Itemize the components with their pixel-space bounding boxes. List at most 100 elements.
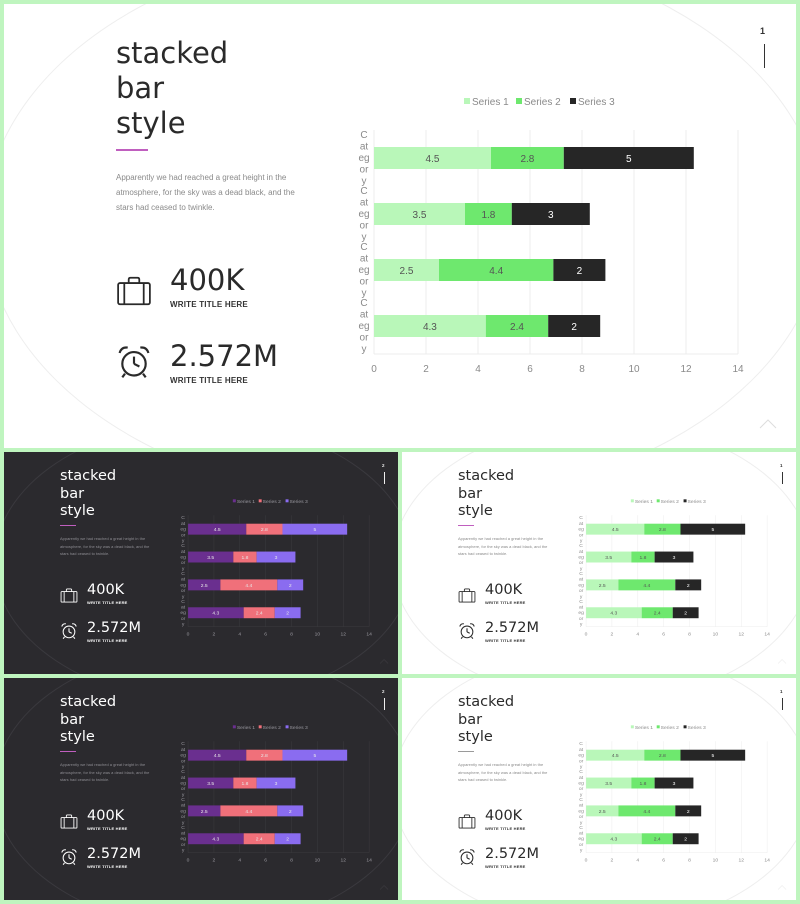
legend-label: Series 1: [635, 725, 653, 731]
legend-label: Series 3: [290, 725, 308, 731]
legend-swatch: [285, 499, 289, 503]
x-tick-label: 6: [662, 632, 665, 638]
bar-segment: [491, 147, 564, 169]
legend-label: Series 1: [635, 499, 653, 505]
bar-value-label: 3.5: [207, 781, 214, 787]
stat-value: 2.572M: [170, 339, 279, 373]
bar-segment: [631, 551, 655, 563]
bar-segment: [277, 805, 304, 817]
slide-5-thumbnail[interactable]: stacked bar style Apparently we had reach…: [402, 678, 796, 900]
description-paragraph: Apparently we had reached a great height…: [458, 536, 548, 556]
x-tick-label: 4: [238, 858, 241, 864]
slide-4-thumbnail[interactable]: stacked bar style Apparently we had reach…: [4, 678, 398, 900]
bar-segment: [243, 833, 275, 845]
bar-segment: [243, 607, 275, 619]
legend-swatch: [683, 725, 687, 729]
page-number: 2: [382, 463, 385, 468]
bar-value-label: 5: [626, 154, 632, 165]
page-number: 2: [382, 689, 385, 694]
alarm-clock-icon: [60, 848, 78, 866]
stat-label: WRITE TITLE HERE: [485, 638, 526, 643]
x-tick-label: 0: [187, 632, 190, 638]
bar-segment: [586, 749, 645, 761]
x-tick-label: 0: [585, 858, 588, 864]
page-indicator-bar: [782, 698, 783, 710]
slide-1-large[interactable]: stacked bar style Apparently we had reach…: [4, 4, 796, 448]
bar-segment: [246, 749, 283, 761]
bar-segment: [277, 579, 304, 591]
x-tick-label: 10: [315, 858, 321, 864]
bar-value-label: 2.8: [520, 154, 534, 165]
legend-label: Series 2: [263, 499, 281, 505]
bar-segment: [563, 147, 694, 169]
bar-value-label: 5: [711, 753, 714, 759]
description-paragraph: Apparently we had reached a great height…: [60, 536, 150, 556]
stacked-bar-chart: 0 2 4 6 8 10 12 14 Series 1 Series 2 Series 3 C at eg…: [578, 725, 787, 890]
x-tick-label: 2: [423, 364, 429, 375]
stat-label: WRITE TITLE HERE: [485, 864, 526, 869]
slide-2-thumbnail[interactable]: stacked bar style Apparently we had reach…: [4, 452, 398, 674]
x-tick-label: 12: [680, 364, 692, 375]
bar-value-label: 2: [577, 266, 583, 277]
legend-swatch: [232, 725, 236, 729]
title-accent-line: [458, 750, 474, 752]
legend-label: Series 3: [688, 725, 706, 731]
legend-swatch: [683, 499, 687, 503]
legend-swatch: [258, 725, 262, 729]
bar-segment: [274, 607, 301, 619]
slide-3-thumbnail[interactable]: stacked bar style Apparently we had reach…: [402, 452, 796, 674]
slide-title: stacked bar style: [458, 468, 515, 519]
bar-segment: [654, 551, 694, 563]
bar-value-label: 4.3: [610, 837, 617, 843]
stat-value: 2.572M: [485, 620, 540, 636]
bar-segment: [485, 315, 549, 337]
decorative-chevron-icon: [379, 885, 389, 890]
bar-segment: [586, 805, 619, 817]
legend-swatch: [630, 499, 634, 503]
bar-segment: [586, 607, 642, 619]
bar-value-label: 5: [711, 527, 714, 533]
bar-value-label: 4.5: [612, 753, 619, 759]
description-paragraph: Apparently we had reached a great height…: [458, 762, 548, 782]
legend-label: Series 2: [661, 499, 679, 505]
briefcase-icon: [458, 814, 476, 829]
x-tick-label: 14: [366, 632, 372, 638]
bar-value-label: 1.8: [481, 210, 495, 221]
bar-segment: [586, 579, 619, 591]
stat-label: WRITE TITLE HERE: [87, 826, 128, 831]
bar-segment: [586, 833, 642, 845]
bar-value-label: 5: [313, 527, 316, 533]
bar-segment: [586, 551, 632, 563]
slide-title: stacked bar style: [60, 468, 117, 519]
x-tick-label: 0: [585, 632, 588, 638]
x-tick-label: 10: [713, 858, 719, 864]
stat-label: WRITE TITLE HERE: [170, 300, 248, 309]
slide-title: stacked bar style: [458, 694, 515, 745]
bar-segment: [618, 579, 676, 591]
bar-segment: [374, 315, 486, 337]
legend-swatch: [656, 499, 660, 503]
bar-segment: [439, 259, 554, 281]
decorative-chevron-icon: [777, 885, 787, 890]
alarm-clock-icon: [116, 344, 152, 380]
x-tick-label: 12: [739, 858, 745, 864]
bar-value-label: 4.5: [612, 527, 619, 533]
x-tick-label: 2: [611, 632, 614, 638]
stat-value: 400K: [170, 263, 245, 297]
bar-value-label: 3: [673, 781, 676, 787]
legend-swatch: [464, 98, 470, 104]
stacked-bar-chart: 0 2 4 6 8 10 12 14 Series 1 Series 2 Series 3 C at eg…: [180, 725, 389, 890]
stat-label: WRITE TITLE HERE: [87, 600, 128, 605]
stat-label: WRITE TITLE HERE: [87, 638, 128, 643]
bar-value-label: 2: [684, 837, 687, 843]
bar-value-label: 1.8: [242, 781, 249, 787]
bar-segment: [586, 777, 632, 789]
